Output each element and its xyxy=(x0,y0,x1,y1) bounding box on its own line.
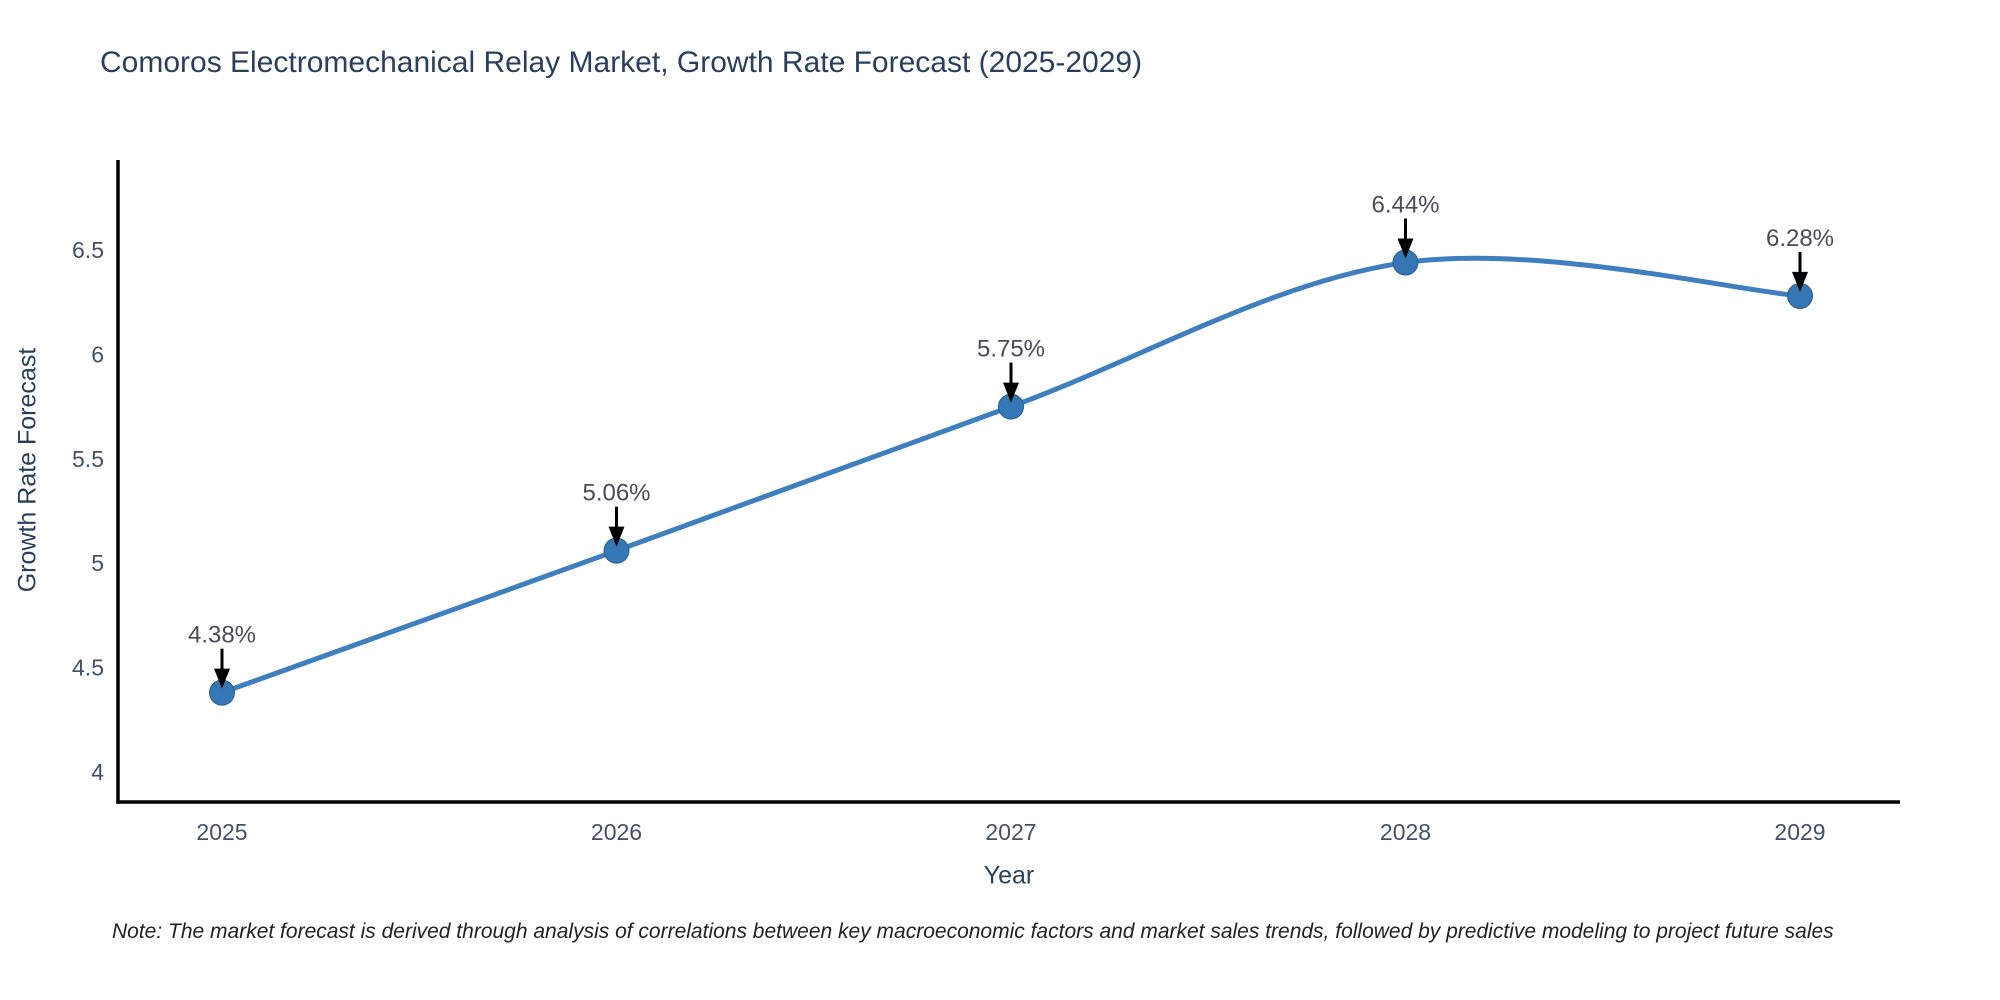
y-tick-label: 5 xyxy=(91,550,104,576)
annotation-arrow-head xyxy=(1397,238,1414,259)
y-tick-label: 6 xyxy=(91,341,104,367)
x-tick-label: 2029 xyxy=(1774,819,1825,845)
y-tick-label: 5.5 xyxy=(72,446,104,472)
annotation-arrow-head xyxy=(1003,382,1019,403)
footnote: Note: The market forecast is derived thr… xyxy=(112,920,1834,943)
annotation-text: 5.75% xyxy=(977,336,1045,363)
x-tick-label: 2028 xyxy=(1380,819,1431,845)
annotation-arrow-head xyxy=(608,526,625,547)
chart-title: Comoros Electromechanical Relay Market, … xyxy=(100,46,1143,79)
x-axis-title: Year xyxy=(983,861,1035,890)
x-tick-label: 2025 xyxy=(196,819,247,845)
annotation-text: 5.06% xyxy=(582,480,650,507)
annotation-arrow-head xyxy=(1792,271,1808,292)
x-tick-label: 2027 xyxy=(985,819,1036,845)
annotation-arrow-head xyxy=(214,668,230,689)
y-axis-title: Growth Rate Forecast xyxy=(13,347,42,593)
y-tick-label: 6.5 xyxy=(72,237,104,263)
annotation-text: 6.44% xyxy=(1371,192,1439,219)
annotation-text: 4.38% xyxy=(188,622,256,649)
y-tick-label: 4.5 xyxy=(72,655,104,681)
x-tick-label: 2026 xyxy=(591,819,642,845)
annotation-text: 6.28% xyxy=(1766,225,1834,252)
forecast-line-series xyxy=(219,255,1803,696)
y-tick-label: 4 xyxy=(91,759,104,785)
